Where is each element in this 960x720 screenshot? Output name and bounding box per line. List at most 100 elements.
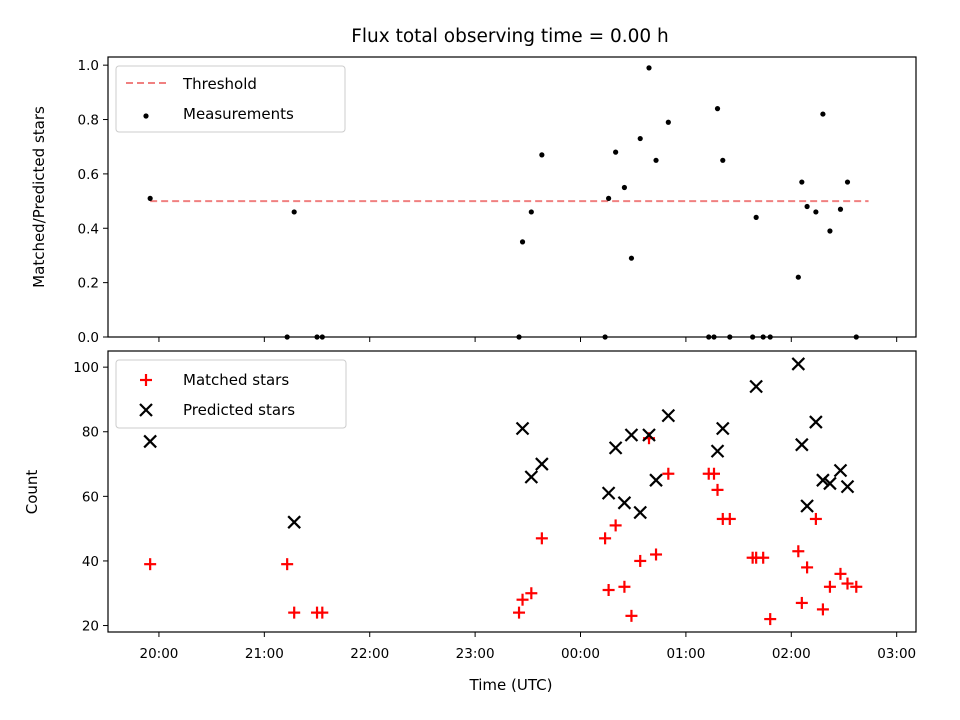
matched-star-point [850,580,863,593]
predicted-stars-series [143,357,855,529]
measurement-point [813,209,819,215]
bottom-axes-frame [107,350,917,633]
top-x-ticks [158,337,898,342]
predicted-star-point [791,357,806,371]
measurement-point [284,334,290,340]
top-y-tick-label: 0.4 [78,221,99,237]
predicted-star-point [287,515,301,529]
measurement-point [844,179,851,185]
x-tick-label: 22:00 [350,646,389,662]
bottom-y-tick-label: 60 [82,489,99,505]
predicted-star-stroke-b [633,505,648,520]
matched-star-point [618,580,631,593]
matched-star-point [288,606,301,619]
x-axis-label: Time (UTC) [469,676,553,694]
predicted-star-point [624,428,639,442]
matched-star-point [609,519,622,532]
top-y-tick-label: 0.0 [78,330,99,346]
matched-star-point [809,512,822,525]
predicted-star-point [143,434,157,449]
measurement-point [519,239,526,245]
measurement-point [621,184,628,191]
predicted-star-stroke-b [800,499,814,513]
measurement-point [528,209,534,215]
legend-matched-swatch [140,374,152,386]
predicted-star-point [809,415,823,429]
measurement-point [727,334,733,340]
measurement-point [606,195,612,201]
predicted-star-stroke-b [524,470,539,484]
matched-star-point [711,483,724,496]
measurement-point [853,334,859,340]
measurement-point [795,274,801,280]
top-y-tick-label: 0.6 [78,167,99,183]
measurement-point [837,206,844,212]
measurement-point [653,157,659,163]
legend-threshold-label: Threshold [182,75,257,93]
measurement-point [319,334,325,340]
top-axes-frame [107,56,917,338]
matched-star-point [792,545,805,558]
x-tick-label: 20:00 [139,646,178,662]
predicted-star-stroke-b [608,441,623,455]
top-y-ticks: 0.0 0.2 0.4 0.6 0.8 1.0 [78,58,108,346]
measurement-point [516,334,522,340]
matched-star-point [816,603,829,616]
top-y-tick-label: 0.8 [78,113,99,129]
matched-star-point [634,554,647,567]
predicted-star-stroke-b [795,437,809,452]
matched-star-point [708,467,720,480]
predicted-star-stroke-b [661,408,676,423]
matched-star-point [650,548,663,561]
bottom-legend: Matched stars Predicted stars [115,359,347,429]
predicted-star-stroke-b [649,473,663,487]
predicted-star-point [524,470,539,484]
predicted-star-point [642,428,656,442]
bottom-axes: 20 40 60 80 100 20:00 21:00 22:00 23:00 00:00 01:… [23,350,917,694]
matched-star-point [599,532,612,545]
matched-star-point [525,587,538,600]
x-tick-label: 02:00 [772,646,811,662]
predicted-star-point [816,473,830,487]
measurement-point [291,209,297,215]
measurement-point [665,119,671,125]
predicted-star-stroke-b [716,421,730,436]
predicted-star-stroke-b [143,434,157,449]
measurement-point [799,179,805,185]
measurement-point [314,334,320,340]
matched-stars-series [144,432,863,626]
measurement-point [827,228,833,234]
predicted-star-stroke-b [617,496,632,510]
bottom-y-tick-label: 40 [82,554,99,570]
matched-star-point [281,558,294,571]
predicted-star-point [833,463,848,478]
bottom-y-tick-label: 20 [82,619,99,635]
matched-star-point [795,596,808,609]
bottom-y-tick-label: 100 [73,360,99,376]
matched-star-point [801,561,814,574]
predicted-star-stroke-b [624,428,639,442]
legend-measurements-label: Measurements [183,105,294,123]
predicted-star-stroke-b [535,457,549,471]
measurement-point [646,65,652,71]
measurement-point [711,334,717,340]
predicted-star-stroke-b [833,463,848,478]
x-tick-label: 03:00 [877,646,916,662]
predicted-star-stroke-b [287,515,301,529]
predicted-star-point [633,505,648,520]
legend-predicted-swatch [139,403,153,417]
predicted-star-stroke-b [515,421,530,436]
predicted-star-point [823,476,837,491]
matched-star-point [316,606,329,619]
predicted-star-point [661,408,676,423]
legend-predicted-label: Predicted stars [183,401,295,419]
top-y-axis-label: Matched/Predicted stars [30,106,48,288]
x-tick-label: 00:00 [561,646,600,662]
predicted-star-point [795,437,809,452]
top-y-tick-label: 1.0 [78,58,99,74]
predicted-star-point [601,486,616,500]
bottom-legend-box [115,359,347,429]
top-legend: Threshold Measurements [115,65,346,133]
x-tick-label: 23:00 [456,646,495,662]
bottom-x-ticks: 20:00 21:00 22:00 23:00 00:00 01:00 02:00 03:00 [139,632,916,662]
